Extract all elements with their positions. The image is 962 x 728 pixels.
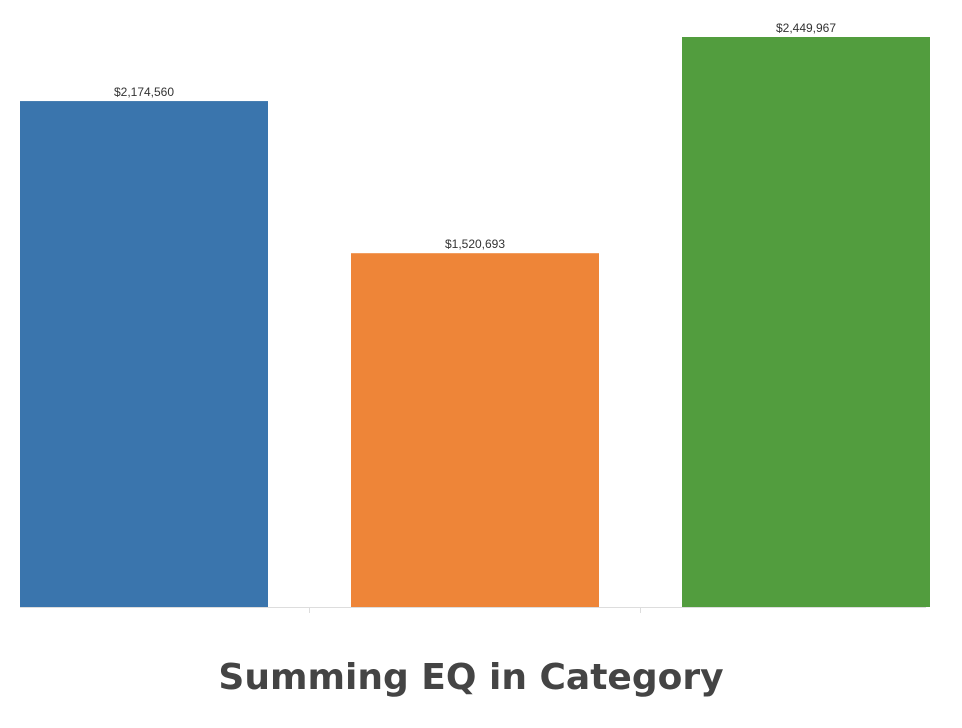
value-label: $1,520,693: [445, 237, 505, 251]
value-label: $2,449,967: [776, 21, 836, 35]
value-label: $2,174,560: [114, 85, 174, 99]
chart-title: Summing EQ in Category: [218, 657, 723, 698]
bar: [682, 37, 930, 607]
bar: [20, 101, 268, 608]
bar: [351, 253, 599, 607]
